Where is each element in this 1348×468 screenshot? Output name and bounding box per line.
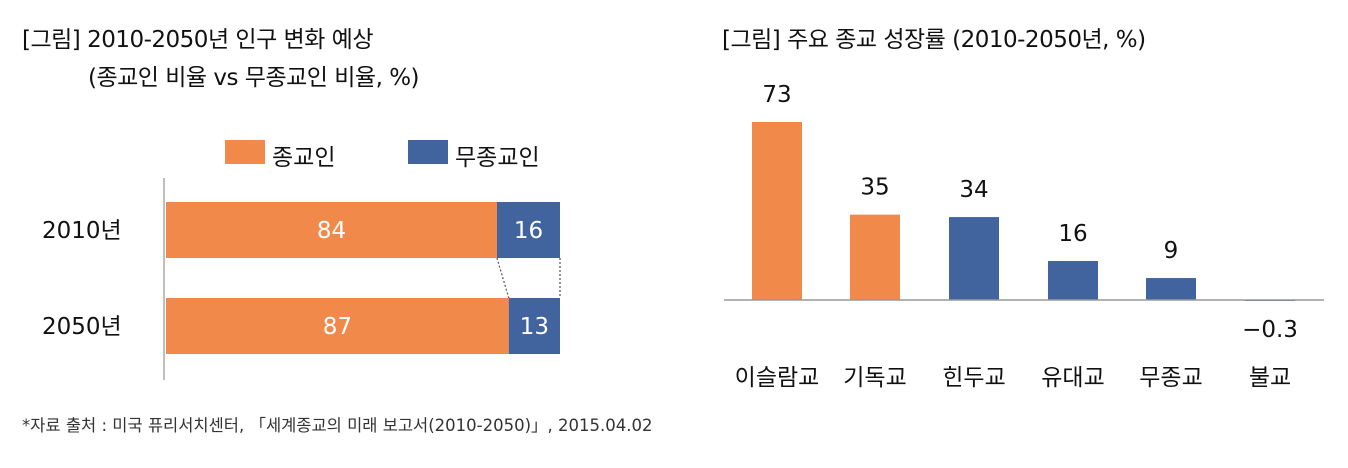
category-label-4: 무종교 — [1139, 365, 1202, 391]
category-label-5: 불교 — [1249, 365, 1291, 391]
legend-swatch-religious — [225, 140, 265, 164]
category-label-0: 2010년 — [42, 218, 122, 244]
right-growth-bar-chart: 73 이슬람교 35 기독교 34 힌두교 16 유대교 9 무종교 −0.3 불교 — [724, 82, 1324, 391]
value-label-1: 35 — [860, 175, 889, 201]
value-label-0: 73 — [762, 82, 791, 108]
category-label-2: 힌두교 — [942, 365, 1005, 391]
bar-1 — [850, 214, 900, 300]
bar-3 — [1048, 260, 1098, 300]
left-stacked-bar-chart: 2010년 84 16 2050년 87 13 — [42, 178, 561, 380]
bar-4 — [1146, 278, 1196, 300]
category-label-0: 이슬람교 — [735, 365, 820, 391]
bar-value-label-1-1: 13 — [520, 314, 549, 340]
category-label-1: 기독교 — [843, 365, 906, 391]
value-label-3: 16 — [1058, 221, 1087, 247]
value-label-2: 34 — [959, 177, 988, 203]
category-label-3: 유대교 — [1041, 365, 1104, 391]
bar-0-0 — [166, 202, 497, 258]
bar-value-label-1-0: 87 — [323, 314, 352, 340]
left-chart-subtitle: (종교인 비율 vs 무종교인 비율, %) — [88, 65, 420, 91]
value-label-4: 9 — [1164, 238, 1179, 264]
legend-swatch-nonreligious — [408, 140, 448, 164]
legend-label-religious: 종교인 — [272, 145, 336, 171]
value-label-5: −0.3 — [1242, 317, 1298, 343]
connector-line-left — [496, 257, 510, 299]
right-chart-title: [그림] 주요 종교 성장률 (2010-2050년, %) — [722, 27, 1146, 53]
source-footnote: *자료 출처 : 미국 퓨리서치센터, 「세계종교의 미래 보고서(2010-2… — [22, 416, 653, 435]
bar-value-label-0-0: 84 — [317, 218, 346, 244]
bar-1-1 — [508, 298, 560, 354]
legend-label-nonreligious: 무종교인 — [455, 145, 540, 171]
bar-value-label-0-1: 16 — [514, 218, 543, 244]
bar-1-0 — [166, 298, 509, 354]
category-label-1: 2050년 — [42, 314, 122, 340]
bar-0 — [752, 122, 802, 300]
bar-2 — [949, 217, 999, 300]
bar-0-1 — [496, 202, 560, 258]
left-chart-title: [그림] 2010-2050년 인구 변화 예상 — [22, 27, 374, 53]
